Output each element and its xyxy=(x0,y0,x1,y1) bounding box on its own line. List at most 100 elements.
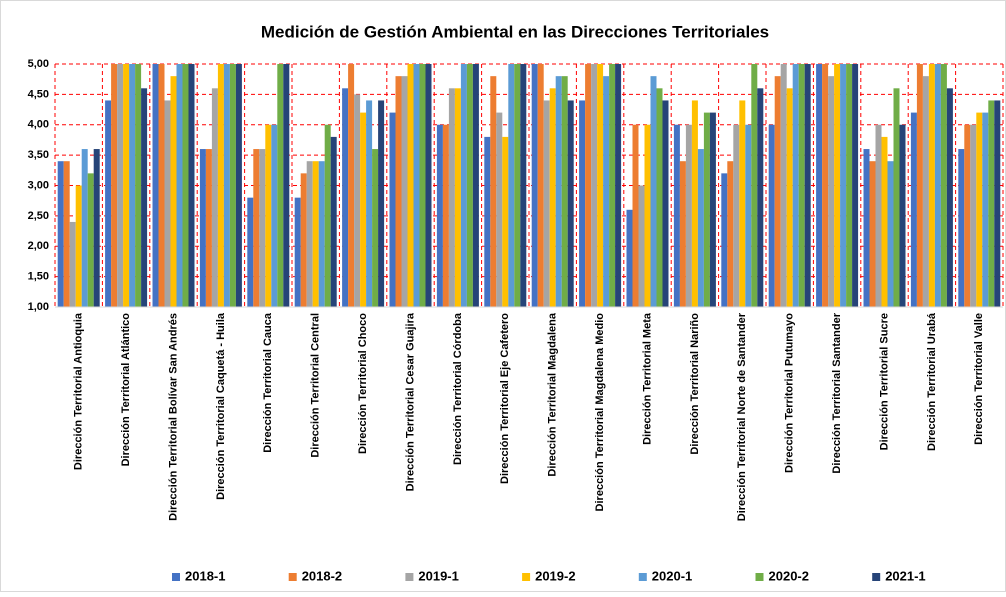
x-tick-label: Dirección Territorial Choco xyxy=(357,313,369,454)
legend-swatch xyxy=(755,573,764,581)
bar xyxy=(348,64,355,307)
bar xyxy=(934,64,941,307)
bar xyxy=(306,161,313,307)
bar xyxy=(265,124,272,307)
bar xyxy=(360,112,367,307)
y-tick-label: 2,00 xyxy=(28,240,49,252)
legend-swatch xyxy=(638,573,647,581)
bar xyxy=(792,64,799,307)
x-tick-label: Dirección Territorial Nariño xyxy=(689,313,701,455)
bar xyxy=(567,100,574,307)
y-tick-label: 2,50 xyxy=(28,210,49,222)
bar xyxy=(632,124,639,307)
bar xyxy=(514,64,521,307)
bar xyxy=(638,185,645,307)
bar xyxy=(247,197,254,307)
bar xyxy=(869,161,876,307)
bar xyxy=(597,64,604,307)
bar xyxy=(875,124,882,307)
bar xyxy=(994,100,1001,307)
bar xyxy=(87,173,94,307)
x-tick-label: Dirección Territorial Santander xyxy=(831,312,843,473)
bar xyxy=(887,161,894,307)
legend-swatch xyxy=(405,573,414,581)
legend-label: 2021-1 xyxy=(885,568,925,583)
bar xyxy=(940,64,947,307)
bar xyxy=(330,136,337,307)
bar xyxy=(277,64,284,307)
legend-label: 2020-2 xyxy=(769,568,809,583)
bar xyxy=(407,64,414,307)
legend-swatch xyxy=(522,573,531,581)
bar xyxy=(378,100,385,307)
bar xyxy=(436,124,443,307)
bar xyxy=(294,197,301,307)
x-tick-label: Dirección Territorial Eje Cafetero xyxy=(499,313,511,484)
legend-label: 2018-1 xyxy=(185,568,225,583)
bar xyxy=(69,221,76,307)
legend-label: 2019-1 xyxy=(418,568,458,583)
bar xyxy=(609,64,616,307)
bar xyxy=(448,88,455,307)
legend-label: 2020-1 xyxy=(652,568,692,583)
y-tick-label: 1,50 xyxy=(28,271,49,283)
bar xyxy=(786,88,793,307)
x-tick-label: Dirección Territorial Sucre xyxy=(878,313,890,450)
legend-label: 2018-2 xyxy=(302,568,342,583)
bar xyxy=(561,76,568,308)
bar xyxy=(188,64,195,307)
bar xyxy=(419,64,426,307)
bar xyxy=(460,64,467,307)
bar xyxy=(123,64,130,307)
bar xyxy=(852,64,859,307)
bar xyxy=(916,64,923,307)
bar xyxy=(615,64,622,307)
bar xyxy=(697,149,704,307)
bar xyxy=(164,100,171,307)
bar xyxy=(182,64,189,307)
bar xyxy=(354,94,361,307)
bar xyxy=(205,149,212,307)
bar xyxy=(650,76,657,308)
bar xyxy=(111,64,118,307)
bar xyxy=(555,76,562,308)
x-tick-label: Dirección Territorial Valle xyxy=(973,313,985,445)
x-tick-label: Dirección Territorial Córdoba xyxy=(452,312,464,465)
bar xyxy=(644,124,651,307)
bar xyxy=(318,161,325,307)
bar xyxy=(591,64,598,307)
bar xyxy=(395,76,402,308)
bar xyxy=(893,88,900,307)
bar xyxy=(579,100,586,307)
bar xyxy=(129,64,136,307)
x-tick-label: Dirección Territorial Magdalena Medio xyxy=(594,313,606,512)
bar xyxy=(135,64,142,307)
x-tick-label: Dirección Territorial Putumayo xyxy=(784,313,796,473)
bar xyxy=(454,88,461,307)
x-tick-label: Dirección Territorial Antioquia xyxy=(73,312,85,470)
bar xyxy=(152,64,159,307)
bar xyxy=(484,136,491,307)
chart-title: Medición de Gestión Ambiental en las Dir… xyxy=(261,22,769,41)
bar xyxy=(733,124,740,307)
bar xyxy=(679,161,686,307)
bar xyxy=(549,88,556,307)
bar xyxy=(881,136,888,307)
bar xyxy=(442,124,449,307)
x-tick-label: Dirección Territorial Central xyxy=(310,313,322,458)
bar xyxy=(603,76,610,308)
bar xyxy=(798,64,805,307)
bar xyxy=(739,100,746,307)
bar xyxy=(401,76,408,308)
bar xyxy=(780,64,787,307)
bar xyxy=(745,124,752,307)
bar xyxy=(466,64,473,307)
bar xyxy=(520,64,527,307)
bar xyxy=(922,76,929,308)
bar xyxy=(283,64,290,307)
bar xyxy=(425,64,432,307)
bar xyxy=(846,64,853,307)
x-tick-label: Dirección Territorial Caquetá - Huila xyxy=(215,312,227,500)
bar xyxy=(816,64,823,307)
